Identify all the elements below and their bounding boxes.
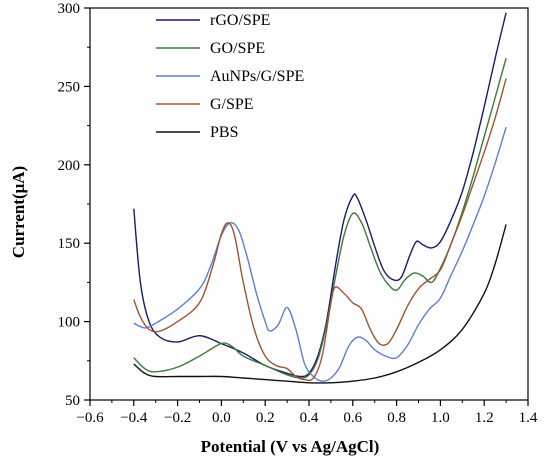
x-tick-label: 0.6: [343, 410, 362, 426]
x-tick-label: −0.4: [120, 410, 148, 426]
legend-label-g-spe: G/SPE: [210, 96, 254, 113]
y-tick-label: 200: [58, 158, 81, 174]
series-line-aunps-g-spe: [133, 126, 507, 382]
x-tick-label: 0.8: [387, 410, 406, 426]
x-tick-label: 1.0: [431, 410, 450, 426]
x-tick-label: 1.4: [519, 410, 538, 426]
x-tick-label: −0.6: [76, 410, 104, 426]
x-tick-label: 1.2: [475, 410, 494, 426]
y-tick-label: 250: [58, 79, 81, 95]
y-axis-title: Current(μA): [9, 166, 28, 258]
legend-label-go-spe: GO/SPE: [210, 40, 265, 57]
y-tick-label: 150: [58, 236, 81, 252]
legend-label-rgo-spe: rGO/SPE: [210, 12, 270, 29]
series-line-go-spe: [133, 58, 507, 379]
x-tick-label: 0.2: [256, 410, 275, 426]
series-line-pbs: [133, 224, 507, 384]
x-tick-label: 0.4: [300, 410, 319, 426]
y-tick-label: 100: [58, 315, 81, 331]
x-axis-title: Potential (V vs Ag/AgCl): [201, 437, 380, 456]
plot-frame: [89, 7, 529, 401]
legend-label-aunps-g-spe: AuNPs/G/SPE: [210, 68, 304, 85]
y-tick-label: 50: [65, 393, 80, 409]
legend-label-pbs: PBS: [210, 124, 238, 141]
x-tick-label: 0.0: [212, 410, 231, 426]
series-line-g-spe: [133, 78, 507, 382]
x-tick-label: −0.2: [164, 410, 191, 426]
y-tick-label: 300: [58, 1, 81, 17]
series-line-rgo-spe: [133, 12, 507, 378]
